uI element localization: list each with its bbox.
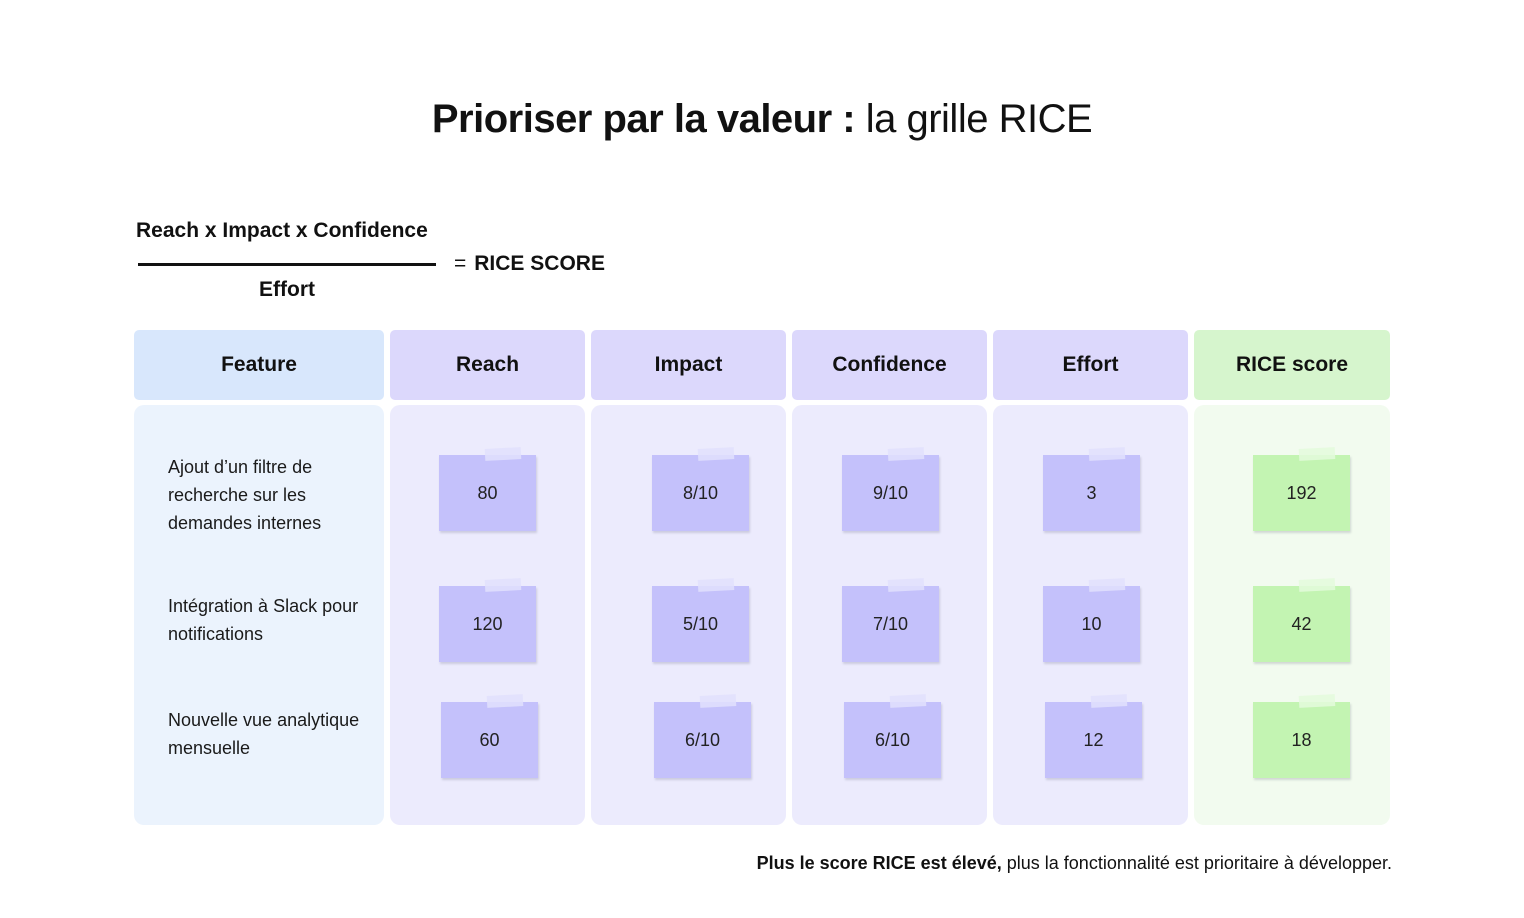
tape <box>889 694 927 708</box>
sticky-note-confidence: 7/10 <box>842 578 939 662</box>
effort-value: 10 <box>1081 613 1102 634</box>
formula-result-label: RICE SCORE <box>474 252 605 275</box>
sticky-note-impact: 8/10 <box>652 447 749 531</box>
tape <box>484 447 522 461</box>
formula-result: = RICE SCORE <box>454 249 605 279</box>
equals-sign: = <box>454 252 467 275</box>
column-header-feature: Feature <box>134 330 384 400</box>
sticky-note-effort: 12 <box>1045 694 1142 778</box>
sticky-note-reach: 120 <box>439 578 536 662</box>
rice-score-value: 18 <box>1291 729 1312 750</box>
sticky-note-effort: 10 <box>1043 578 1140 662</box>
reach-value: 80 <box>477 482 498 503</box>
sticky-note-impact: 6/10 <box>654 694 751 778</box>
title-light: la grille RICE <box>865 97 1093 141</box>
impact-value: 8/10 <box>682 482 719 503</box>
sticky-note-confidence: 6/10 <box>844 694 941 778</box>
formula-numerator: Reach x Impact x Confidence <box>136 219 428 242</box>
column-header-confidence: Confidence <box>792 330 987 400</box>
rice-score-value: 192 <box>1286 482 1317 503</box>
column-body-feature <box>134 405 384 825</box>
tape <box>697 447 735 461</box>
formula-denominator: Effort <box>259 278 315 301</box>
sticky-note-impact: 5/10 <box>652 578 749 662</box>
fraction-bar <box>138 263 436 266</box>
impact-value: 5/10 <box>682 613 719 634</box>
sticky-note-confidence: 9/10 <box>842 447 939 531</box>
tape <box>1298 578 1336 592</box>
tape <box>887 578 925 592</box>
tape <box>486 694 524 708</box>
column-header-rice-score: RICE score <box>1194 330 1390 400</box>
feature-name: Ajout d’un filtre de recherche sur les d… <box>168 457 322 533</box>
feature-name: Nouvelle vue analytique mensuelle <box>168 710 360 758</box>
footer-note: Plus le score RICE est élevé, plus la fo… <box>757 849 1392 877</box>
tape <box>887 447 925 461</box>
confidence-value: 9/10 <box>872 482 909 503</box>
column-header-effort: Effort <box>993 330 1188 400</box>
sticky-note-reach: 60 <box>441 694 538 778</box>
tape <box>1088 578 1126 592</box>
tape <box>1298 447 1336 461</box>
column-header-impact: Impact <box>591 330 786 400</box>
tape <box>1088 447 1126 461</box>
reach-value: 60 <box>479 729 500 750</box>
sticky-note-rice-score: 192 <box>1253 447 1350 531</box>
page-title: Prioriser par la valeur : la grille RICE <box>0 92 1524 146</box>
sticky-note-reach: 80 <box>439 447 536 531</box>
tape <box>484 578 522 592</box>
rice-score-value: 42 <box>1291 613 1312 634</box>
footer-bold: Plus le score RICE est élevé, <box>756 853 1002 873</box>
title-bold: Prioriser par la valeur : <box>431 97 856 141</box>
confidence-value: 7/10 <box>872 613 909 634</box>
sticky-note-effort: 3 <box>1043 447 1140 531</box>
effort-value: 12 <box>1083 729 1104 750</box>
confidence-value: 6/10 <box>874 729 911 750</box>
effort-value: 3 <box>1086 482 1097 503</box>
sticky-note-rice-score: 42 <box>1253 578 1350 662</box>
tape <box>1090 694 1128 708</box>
tape <box>1298 694 1336 708</box>
column-header-reach: Reach <box>390 330 585 400</box>
sticky-note-rice-score: 18 <box>1253 694 1350 778</box>
reach-value: 120 <box>472 613 503 634</box>
footer-rest: plus la fonctionnalité est prioritaire à… <box>1006 853 1392 873</box>
impact-value: 6/10 <box>684 729 721 750</box>
tape <box>699 694 737 708</box>
feature-name: Intégration à Slack pour notifications <box>168 596 359 644</box>
tape <box>697 578 735 592</box>
